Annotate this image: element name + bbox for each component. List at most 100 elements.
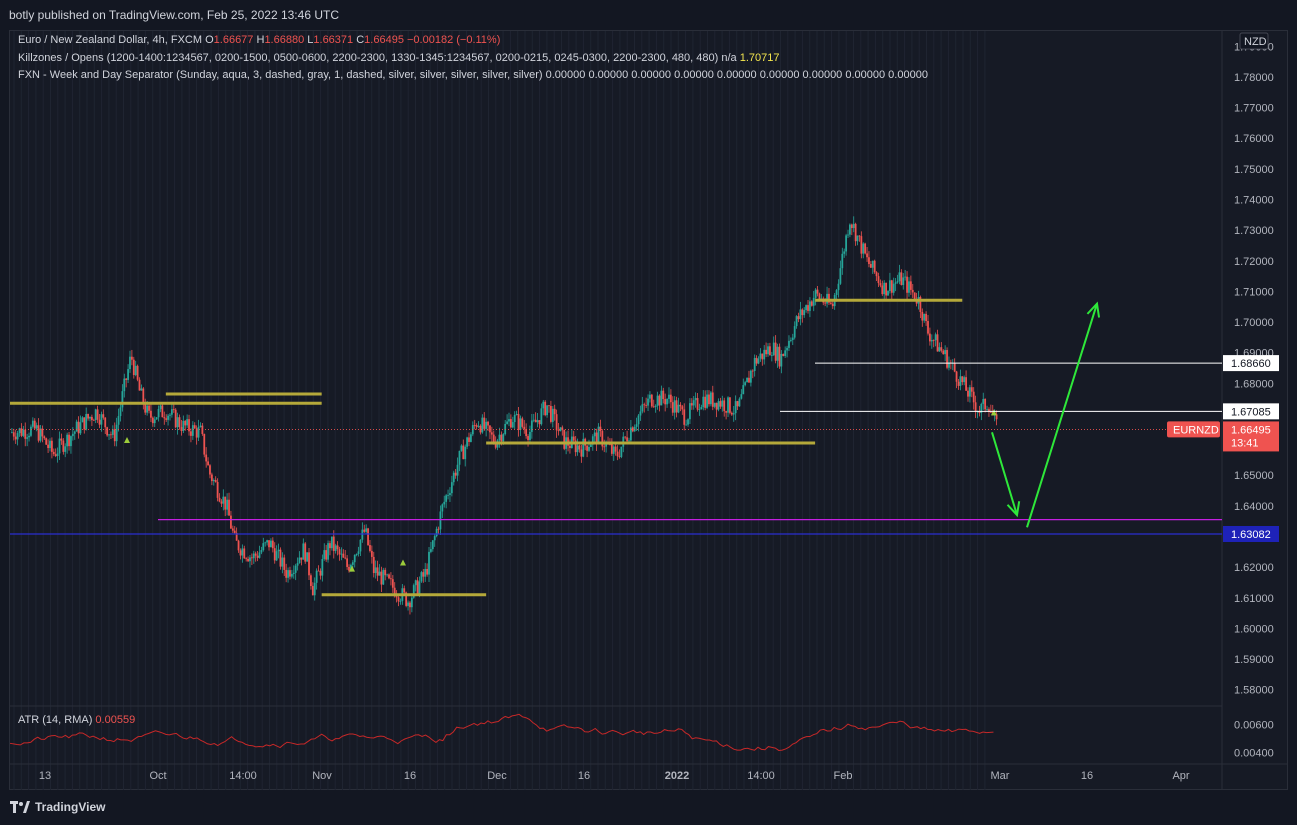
candle-body bbox=[369, 545, 371, 551]
candle-body bbox=[121, 391, 124, 408]
candle-body bbox=[489, 425, 491, 433]
candle-body bbox=[382, 569, 385, 585]
candle-body bbox=[437, 528, 440, 530]
candle-body bbox=[614, 446, 617, 452]
candle-body bbox=[363, 529, 366, 532]
projection-arrow bbox=[1026, 303, 1098, 528]
candle-body bbox=[502, 434, 505, 442]
candle-body bbox=[414, 580, 417, 586]
candle-body bbox=[938, 347, 941, 352]
candle-body bbox=[919, 296, 922, 312]
candle-body bbox=[567, 437, 569, 446]
candle-body bbox=[475, 425, 478, 427]
candle-body bbox=[317, 570, 320, 572]
candle-body bbox=[666, 398, 668, 405]
price-label-text: 1.63082 bbox=[1231, 529, 1271, 541]
change-value: −0.00182 (−0.11%) bbox=[407, 34, 501, 46]
time-axis: 13 Oct 14:00 Nov 16 Dec 16 2022 14:00 Feb Mar 16 Apr bbox=[39, 770, 1190, 782]
candle-body bbox=[887, 290, 889, 296]
price-tick-label: 1.65000 bbox=[1234, 470, 1274, 482]
candle-body bbox=[235, 532, 238, 541]
candle-body bbox=[963, 377, 966, 383]
candle-body bbox=[58, 438, 61, 454]
price-label-box bbox=[1223, 403, 1279, 420]
candle-body bbox=[431, 540, 434, 550]
candle-body bbox=[250, 557, 253, 559]
candle-body bbox=[873, 260, 876, 273]
candle-body bbox=[16, 433, 19, 440]
candle-body bbox=[789, 339, 792, 341]
candle-body bbox=[20, 428, 23, 436]
candle-body bbox=[803, 310, 806, 316]
candle-body bbox=[668, 394, 670, 399]
tradingview-logo[interactable]: TradingView bbox=[10, 800, 105, 814]
symbol-label-box bbox=[1167, 421, 1220, 438]
candle-body bbox=[527, 436, 529, 440]
candle-body bbox=[367, 528, 369, 546]
candle-body bbox=[879, 283, 882, 286]
price-chart[interactable]: 1.58000 1.59000 1.60000 1.61000 1.62000 1.630… bbox=[0, 0, 1297, 793]
signal-marker bbox=[124, 436, 130, 443]
candle-body bbox=[906, 276, 908, 293]
candle-body bbox=[702, 396, 705, 408]
candle-body bbox=[311, 586, 314, 596]
candle-body bbox=[889, 280, 891, 291]
candle-body bbox=[376, 567, 379, 576]
candle-body bbox=[275, 551, 278, 561]
candle-body bbox=[190, 431, 192, 436]
candle-body bbox=[696, 398, 699, 410]
candle-body bbox=[260, 550, 263, 553]
candle-body bbox=[359, 539, 362, 552]
candle-body bbox=[294, 565, 297, 573]
candle-body bbox=[151, 417, 154, 424]
projection-arrow bbox=[991, 432, 1018, 516]
candle-body bbox=[270, 540, 272, 548]
candle-body bbox=[673, 400, 676, 413]
candle-body bbox=[418, 581, 421, 594]
candle-body bbox=[33, 420, 36, 429]
symbol-name: Euro / New Zealand Dollar, 4h, FXCM bbox=[18, 34, 203, 46]
candles bbox=[11, 216, 998, 615]
candle-body bbox=[965, 377, 967, 391]
candle-body bbox=[113, 429, 116, 442]
candle-body bbox=[679, 404, 682, 407]
candle-body bbox=[757, 358, 760, 364]
candle-body bbox=[569, 445, 571, 449]
candle-body bbox=[618, 456, 621, 458]
candle-body bbox=[87, 414, 89, 419]
candle-body bbox=[466, 437, 468, 447]
projection-arrows bbox=[991, 301, 1101, 528]
candle-body bbox=[70, 436, 72, 447]
candle-body bbox=[245, 558, 248, 560]
candle-body bbox=[123, 378, 126, 392]
candle-body bbox=[694, 398, 697, 401]
candle-body bbox=[559, 427, 562, 432]
price-tick-label: 1.62000 bbox=[1234, 562, 1274, 574]
candle-body bbox=[490, 432, 493, 435]
chart-frame[interactable] bbox=[9, 30, 1288, 790]
candle-body bbox=[302, 543, 305, 560]
price-tick-label: 1.71000 bbox=[1234, 286, 1274, 298]
candle-body bbox=[508, 419, 510, 422]
candle-body bbox=[348, 566, 350, 571]
candle-body bbox=[669, 394, 672, 403]
candle-body bbox=[144, 404, 147, 413]
candle-body bbox=[892, 283, 895, 293]
candle-body bbox=[487, 421, 489, 426]
candle-body bbox=[675, 400, 678, 413]
candle-body bbox=[624, 436, 627, 438]
candle-body bbox=[734, 401, 737, 414]
price-tick-label: 1.61000 bbox=[1234, 593, 1274, 605]
candle-body bbox=[984, 398, 987, 410]
time-tick-label: 2022 bbox=[665, 770, 689, 782]
candle-body bbox=[904, 276, 907, 278]
candle-body bbox=[449, 493, 451, 495]
candle-body bbox=[831, 303, 834, 307]
candle-body bbox=[163, 417, 166, 419]
candle-body bbox=[837, 283, 840, 291]
close-value: 1.66495 bbox=[364, 34, 404, 46]
candle-body bbox=[561, 427, 564, 430]
candle-body bbox=[955, 371, 958, 382]
candle-body bbox=[323, 550, 326, 560]
candle-body bbox=[26, 437, 29, 439]
